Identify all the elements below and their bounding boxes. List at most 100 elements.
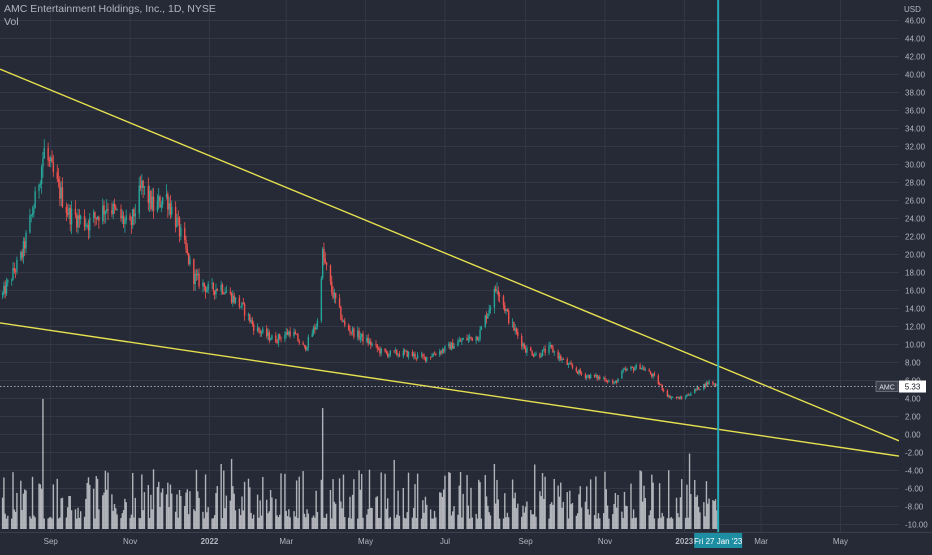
volume-bar (66, 507, 69, 529)
symbol-title[interactable]: AMC Entertainment Holdings, Inc., 1D, NY… (4, 3, 216, 15)
volume-bar (595, 476, 597, 529)
cursor-date-label: Fri 27 Jan '23 (694, 537, 743, 546)
candle-body (11, 279, 13, 281)
volume-bar (50, 517, 52, 529)
time-tick-label: Sep (518, 537, 533, 546)
candle-body (158, 196, 160, 202)
time-tick-label: Mar (279, 537, 293, 546)
volume-bar (657, 518, 660, 529)
volume-bar (380, 472, 382, 529)
candle-body (112, 203, 114, 214)
candle-body (297, 334, 299, 342)
volume-bar (366, 514, 368, 529)
price-tick-label: 32.00 (905, 143, 926, 152)
volume-bar (393, 459, 395, 529)
candle-body (34, 191, 36, 209)
candle-body (111, 210, 113, 214)
volume-bar (458, 485, 460, 529)
candle-body (651, 374, 653, 377)
trendline[interactable] (0, 68, 900, 442)
volume-indicator-label[interactable]: Vol (4, 16, 19, 28)
candle-body (122, 215, 125, 224)
candle-body (92, 212, 95, 218)
candle-body (14, 271, 17, 272)
volume-bar (532, 514, 535, 529)
candle-body (268, 332, 271, 341)
volume-bar (238, 508, 241, 529)
candle-body (707, 382, 709, 385)
volume-bar (96, 478, 99, 529)
candle-body (47, 148, 49, 161)
volume-bar (514, 492, 516, 529)
volume-bar (314, 517, 316, 529)
volume-bar (688, 453, 691, 529)
volume-bar (211, 518, 213, 529)
candle-body (414, 353, 416, 358)
candle-body (280, 338, 282, 340)
price-axis-panel[interactable] (899, 0, 932, 532)
candle-body (168, 203, 170, 210)
candle-body (694, 389, 696, 394)
candle-body (349, 329, 351, 333)
volume-bar (670, 517, 673, 529)
candle-body (329, 265, 332, 282)
candle-body (599, 376, 601, 379)
volume-bar (362, 517, 364, 529)
volume-bar (252, 514, 255, 529)
volume-bar (623, 491, 626, 529)
time-axis-panel[interactable] (0, 532, 932, 550)
volume-bar (122, 510, 125, 529)
candle-body (452, 342, 454, 349)
candle-body (426, 356, 428, 361)
volume-bar (505, 517, 507, 529)
candle-body (433, 353, 436, 355)
price-tick-label: 40.00 (905, 71, 926, 80)
volume-bar (675, 497, 678, 529)
candle-body (393, 350, 395, 352)
candle-body (294, 331, 297, 335)
candle-body (51, 157, 53, 163)
volume-bar (422, 500, 424, 529)
volume-bar (342, 474, 345, 529)
candle-body (521, 335, 523, 347)
volume-bar (539, 491, 541, 529)
chart-legend: AMC Entertainment Holdings, Inc., 1D, NY… (4, 3, 216, 29)
volume-bar (575, 515, 578, 529)
volume-bar (521, 516, 523, 529)
candle-body (3, 285, 5, 294)
volume-bar (4, 513, 6, 529)
candle-body (517, 331, 519, 336)
candle-body (439, 351, 441, 355)
candle-body (635, 364, 637, 369)
candle-body (121, 215, 123, 219)
candle-body (13, 268, 16, 272)
candle-body (658, 383, 661, 385)
volume-bar (24, 489, 26, 529)
candle-body (39, 183, 42, 185)
volume-bar (302, 471, 304, 529)
volume-bar (696, 495, 699, 529)
trendline[interactable] (0, 322, 900, 457)
candle-body (224, 292, 226, 295)
price-tick-label: -10.00 (905, 521, 928, 530)
volume-bar (459, 471, 462, 529)
volume-bar (388, 518, 390, 529)
volume-bar (177, 517, 179, 529)
volume-bar (213, 515, 216, 529)
volume-bar (407, 472, 410, 529)
candle-body (311, 333, 313, 337)
candle-body (640, 367, 643, 370)
candle-body (295, 334, 298, 336)
volume-bar (294, 516, 297, 529)
volume-bar (402, 487, 405, 529)
volume-bar (57, 518, 60, 529)
candle-body (276, 342, 278, 344)
candle-body (358, 330, 360, 339)
trendlines[interactable] (0, 68, 900, 457)
volume-bar (405, 518, 407, 529)
volume-bar (312, 515, 315, 529)
candle-body (544, 348, 546, 353)
time-axis[interactable]: Sep Nov 2022 Mar May Jul Sep Nov 2023 Mar May (44, 537, 848, 546)
